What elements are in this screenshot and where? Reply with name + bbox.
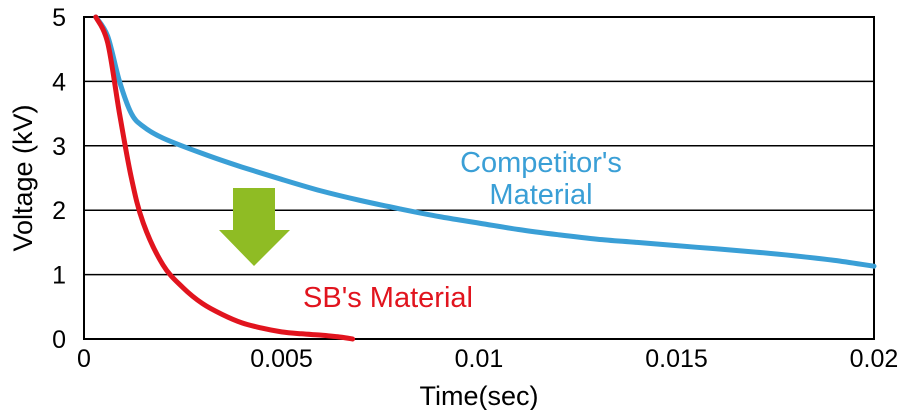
x-tick-label: 0.02 [850,345,899,373]
x-tick-label: 0.005 [250,345,313,373]
series-label-0: Competitor's [460,147,622,179]
series-label-1: SB's Material [303,282,473,314]
y-tick-labels: 0 1 2 3 4 5 [52,4,66,354]
y-axis-title: Voltage (kV) [8,104,38,251]
x-tick-labels: 0 0.005 0.01 0.015 0.02 [77,345,898,373]
y-tick-label: 4 [52,68,66,96]
x-tick-label: 0 [77,345,91,373]
series-label-0: Material [489,179,592,211]
x-axis-title: Time(sec) [420,381,539,410]
y-tick-label: 3 [52,133,66,161]
plot-frame [83,16,875,340]
gridlines [84,80,874,276]
series-line-1 [93,14,356,342]
x-tick-label: 0.015 [645,345,708,373]
y-tick-label: 1 [52,262,66,290]
series-lines [93,14,877,342]
y-tick-label: 5 [52,4,66,32]
y-tick-label: 0 [52,326,66,354]
series-line-0 [93,14,877,269]
x-tick-label: 0.01 [455,345,504,373]
y-tick-label: 2 [52,197,66,225]
down-arrow-icon [219,188,290,266]
